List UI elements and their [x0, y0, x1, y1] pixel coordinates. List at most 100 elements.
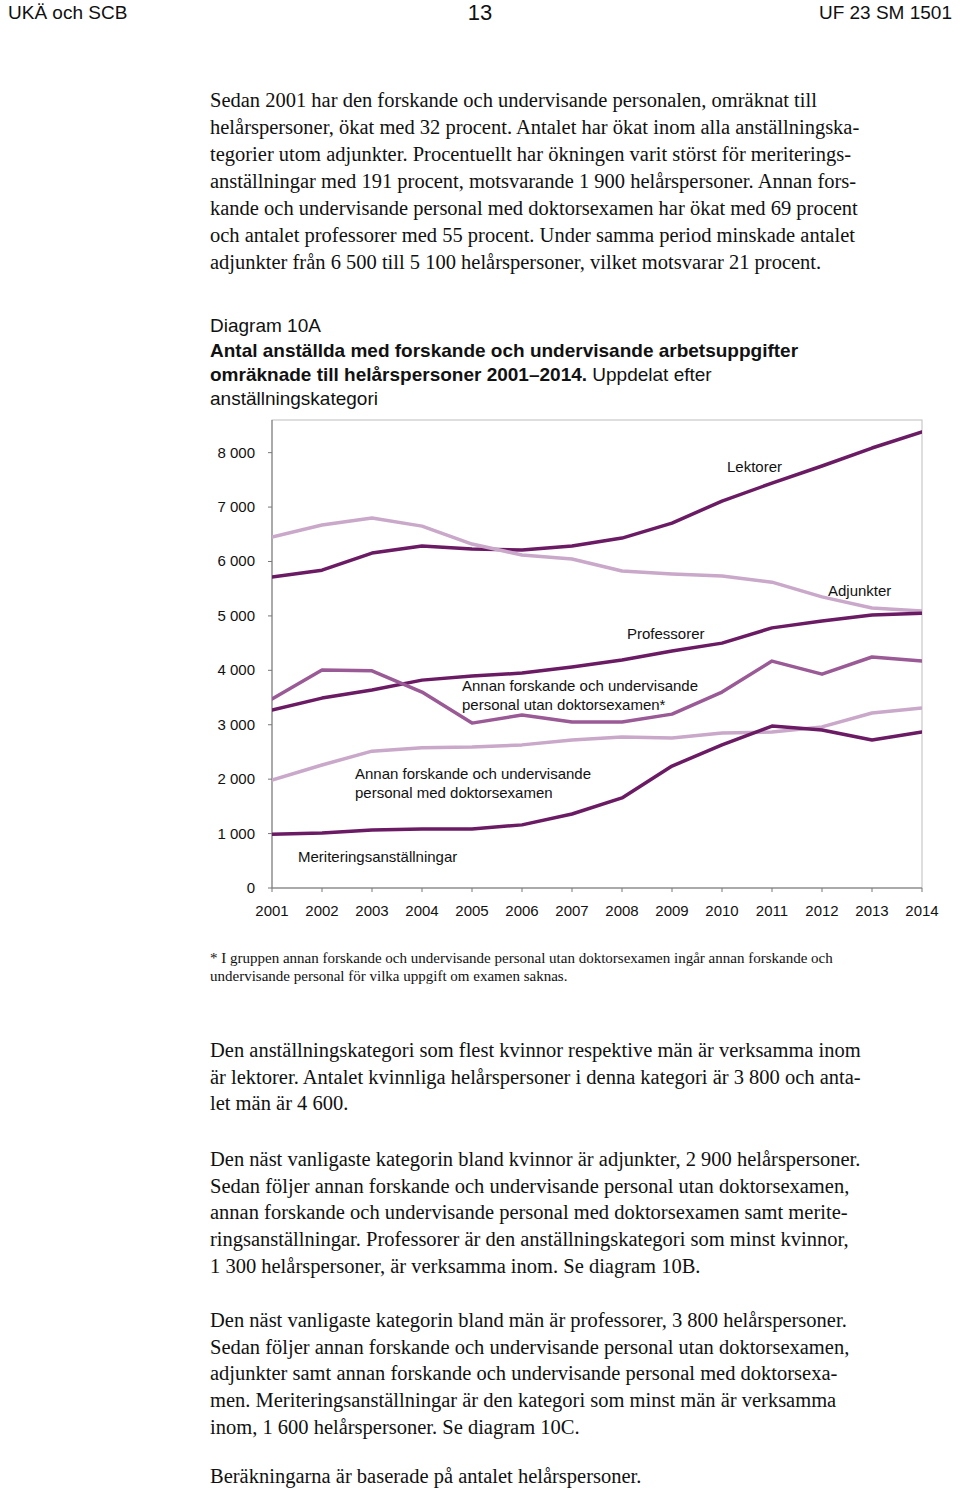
page: { "header": {"left": "UKÄ och SCB", "cen…	[0, 0, 960, 1493]
y-tick-label: 3 000	[217, 716, 255, 733]
x-tick	[822, 888, 823, 892]
x-tick-label: 2012	[805, 902, 838, 919]
series-label: Annan forskande och undervisande personal…	[462, 677, 698, 713]
y-tick	[268, 561, 272, 562]
paragraph: Beräkningarna är baserade på antalet hel…	[210, 1465, 641, 1488]
x-tick-label: 2013	[855, 902, 888, 919]
x-tick-label: 2004	[405, 902, 438, 919]
text-line: Sedan följer annan forskande och undervi…	[210, 1336, 849, 1359]
x-tick-label: 2007	[555, 902, 588, 919]
x-tick-label: 2005	[455, 902, 488, 919]
text-line: Den anställningskategori som flest kvinn…	[210, 1039, 861, 1062]
series-line	[272, 432, 922, 577]
x-tick	[922, 888, 923, 892]
x-tick-label: 2003	[355, 902, 388, 919]
x-tick-label: 2002	[305, 902, 338, 919]
plot-frame	[272, 420, 922, 888]
title-span: Uppdelat efter	[587, 364, 712, 385]
series-line	[272, 657, 922, 723]
series-label-line: Adjunkter	[828, 582, 891, 599]
title-span: omräknade till helårspersoner 2001–2014.	[210, 364, 587, 385]
paragraph: Den näst vanligaste kategorin bland kvin…	[210, 1148, 860, 1278]
y-tick-label: 8 000	[217, 444, 255, 461]
x-tick-label: 2014	[905, 902, 938, 919]
series-label: Meriteringsanställningar	[298, 848, 457, 865]
y-tick-label: 6 000	[217, 552, 255, 569]
x-tick	[422, 888, 423, 892]
text-line: helårspersoner, ökat med 32 procent. Ant…	[210, 116, 859, 139]
page-number: 13	[468, 0, 492, 25]
y-tick-label: 0	[247, 879, 255, 896]
series-label: Professorer	[627, 625, 705, 642]
y-axis-line	[272, 420, 273, 888]
text-line: Sedan 2001 har den forskande och undervi…	[210, 89, 817, 112]
text-line: Beräkningarna är baserade på antalet hel…	[210, 1465, 641, 1488]
text-line: Sedan följer annan forskande och undervi…	[210, 1175, 849, 1198]
x-tick-label: 2008	[605, 902, 638, 919]
x-tick	[322, 888, 323, 892]
page-header: UKÄ och SCB 13 UF 23 SM 1501	[8, 0, 952, 25]
y-axis: 01 0002 0003 0004 0005 0006 0007 0008 00…	[217, 444, 272, 896]
x-axis-line	[272, 888, 922, 889]
text-line: 1 300 helårspersoner, är verksamma inom.…	[210, 1255, 700, 1278]
y-tick-label: 2 000	[217, 770, 255, 787]
x-tick	[522, 888, 523, 892]
paragraph: Den anställningskategori som flest kvinn…	[210, 1039, 861, 1114]
figure-title-line: omräknade till helårspersoner 2001–2014.…	[210, 364, 712, 385]
text-line: tegorier utom adjunkter. Procentuellt ha…	[210, 143, 851, 166]
series-label-line: Annan forskande och undervisande	[355, 765, 591, 782]
y-tick-label: 5 000	[217, 607, 255, 624]
chart: 01 0002 0003 0004 0005 0006 0007 0008 00…	[217, 420, 938, 919]
text-line: Den näst vanligaste kategorin bland kvin…	[210, 1148, 860, 1171]
series-label-line: Meriteringsanställningar	[298, 848, 457, 865]
x-tick-label: 2006	[505, 902, 538, 919]
footnote-line: * I gruppen annan forskande och undervis…	[210, 950, 833, 966]
figure-title-line: Antal anställda med forskande och underv…	[210, 340, 799, 361]
y-tick	[268, 615, 272, 616]
footnote-line: undervisande personal för vilka uppgift …	[210, 968, 567, 984]
text-line: let män är 4 600.	[210, 1092, 348, 1114]
header-right: UF 23 SM 1501	[819, 2, 952, 23]
figure-title-line: anställningskategori	[210, 388, 378, 409]
text-line: inom, 1 600 helårspersoner. Se diagram 1…	[210, 1416, 580, 1439]
series-lines	[272, 432, 922, 834]
x-tick-label: 2001	[255, 902, 288, 919]
x-tick-label: 2010	[705, 902, 738, 919]
x-tick	[572, 888, 573, 892]
series-label: Annan forskande och undervisande personal…	[355, 765, 591, 801]
x-tick	[272, 888, 273, 892]
text-line: ringsanställningar. Professorer är den a…	[210, 1228, 849, 1251]
title-span: anställningskategori	[210, 388, 378, 409]
text-line: Den näst vanligaste kategorin bland män …	[210, 1309, 847, 1332]
series-label: Lektorer	[727, 458, 782, 475]
y-tick	[268, 888, 272, 889]
paragraph: Den näst vanligaste kategorin bland män …	[210, 1309, 849, 1439]
text-line: men. Meriteringsanställningar är den kat…	[210, 1389, 836, 1412]
text-line: adjunkter från 6 500 till 5 100 helårspe…	[210, 251, 821, 274]
text-line: är lektorer. Antalet kvinnliga helårsper…	[210, 1066, 861, 1089]
header-left: UKÄ och SCB	[8, 2, 127, 23]
page-canvas: UKÄ och SCB 13 UF 23 SM 1501 Sedan 2001 har…	[0, 0, 960, 1493]
y-tick-label: 1 000	[217, 825, 255, 842]
series-label-line: personal utan doktorsexamen*	[462, 696, 666, 713]
series-label-line: Professorer	[627, 625, 705, 642]
series-label-line: Annan forskande och undervisande	[462, 677, 698, 694]
x-tick-label: 2011	[756, 902, 788, 919]
title-span: Antal anställda med forskande och underv…	[210, 340, 799, 361]
y-tick	[268, 779, 272, 780]
x-tick	[672, 888, 673, 892]
series-labels: Lektorer Adjunkter Professorer Annan forska…	[298, 458, 891, 865]
y-tick	[268, 452, 272, 453]
x-tick	[772, 888, 773, 892]
series-label: Adjunkter	[828, 582, 891, 599]
figure-label: Diagram 10A	[210, 315, 321, 336]
series-label-line: Lektorer	[727, 458, 782, 475]
text-line: annan forskande och undervisande persona…	[210, 1201, 848, 1224]
series-label-line: personal med doktorsexamen	[355, 784, 553, 801]
y-tick	[268, 507, 272, 508]
footnote: * I gruppen annan forskande och undervis…	[210, 950, 833, 984]
x-axis: 2001 2002 2003 2004 2005 2006 2007 2008 2009 2010…	[255, 888, 938, 919]
series-line	[272, 518, 922, 611]
x-tick-label: 2009	[655, 902, 688, 919]
y-tick	[268, 670, 272, 671]
